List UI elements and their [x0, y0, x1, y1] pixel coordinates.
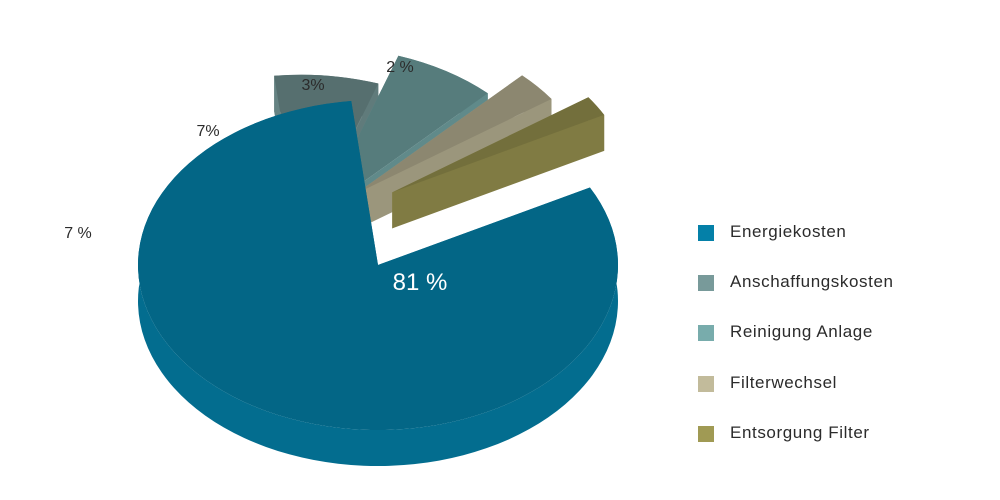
- legend-item-entsorgung-filter: Entsorgung Filter: [698, 422, 988, 472]
- pie-value-labels: 81 % 7 % 7% 3% 2 %: [64, 59, 447, 296]
- legend-swatch: [698, 325, 714, 342]
- legend-item-anschaffungskosten: Anschaffungskosten: [698, 271, 988, 321]
- legend-item-reinigung-anlage: Reinigung Anlage: [698, 321, 988, 371]
- legend-label: Reinigung Anlage: [730, 322, 873, 342]
- legend-label: Entsorgung Filter: [730, 422, 870, 442]
- slice-top-face: [138, 101, 618, 430]
- value-label-entsorgung-filter: 2 %: [386, 59, 414, 76]
- legend-label: Energiekosten: [730, 222, 847, 241]
- legend-label: Filterwechsel: [730, 372, 837, 392]
- value-label-energiekosten: 81 %: [393, 269, 448, 296]
- legend-item-filterwechsel: Filterwechsel: [698, 372, 988, 422]
- legend-swatch: [698, 275, 714, 292]
- value-label-filterwechsel: 3%: [301, 77, 324, 94]
- slice-cut-face: [392, 114, 605, 229]
- legend-swatch: [698, 225, 714, 241]
- slice-top-face: [355, 75, 552, 195]
- legend-swatch: [698, 425, 714, 442]
- value-label-reinigung-anlage: 7%: [196, 123, 219, 140]
- legend-label: Anschaffungskosten: [730, 272, 894, 292]
- chart-legend: Energiekosten Anschaffungskosten Reinigu…: [698, 221, 988, 472]
- slice-top-face: [392, 97, 605, 193]
- value-label-anschaffungskosten: 7 %: [64, 225, 92, 242]
- legend-swatch: [698, 375, 714, 392]
- pie-slice-entsorgung-filter: [392, 97, 605, 229]
- legend-item-energiekosten: Energiekosten: [698, 221, 988, 271]
- pie-slice-energiekosten: [138, 101, 619, 466]
- pie-slices: [138, 55, 619, 466]
